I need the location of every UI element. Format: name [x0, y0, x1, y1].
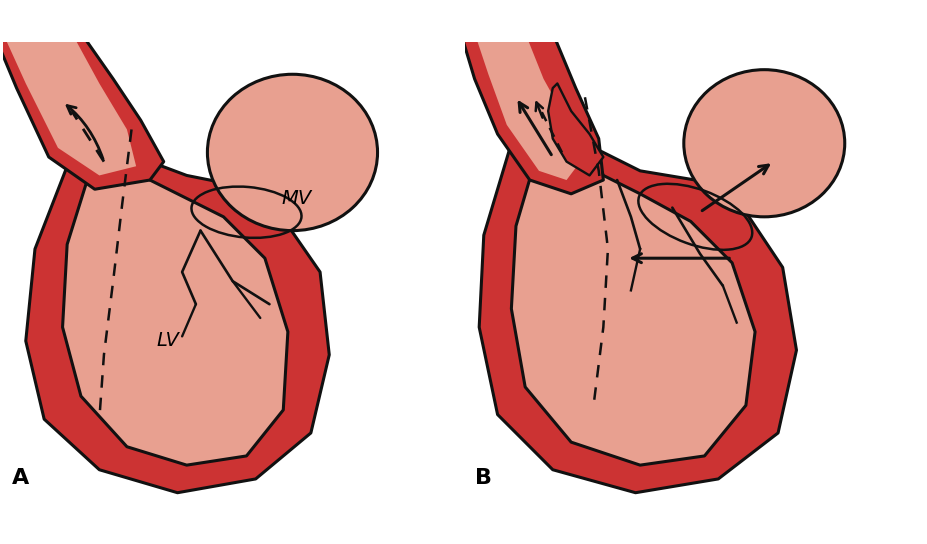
Polygon shape [26, 102, 329, 493]
Polygon shape [62, 116, 287, 465]
Polygon shape [0, 33, 163, 189]
Ellipse shape [207, 75, 377, 231]
Text: MV: MV [282, 189, 311, 208]
Text: B: B [474, 468, 491, 488]
Text: A: A [12, 468, 29, 488]
Polygon shape [3, 33, 136, 175]
Polygon shape [474, 33, 579, 180]
Polygon shape [461, 33, 603, 194]
Polygon shape [511, 88, 755, 465]
Ellipse shape [683, 70, 844, 217]
Text: LV: LV [157, 331, 180, 350]
Polygon shape [478, 75, 795, 493]
Polygon shape [548, 83, 603, 175]
